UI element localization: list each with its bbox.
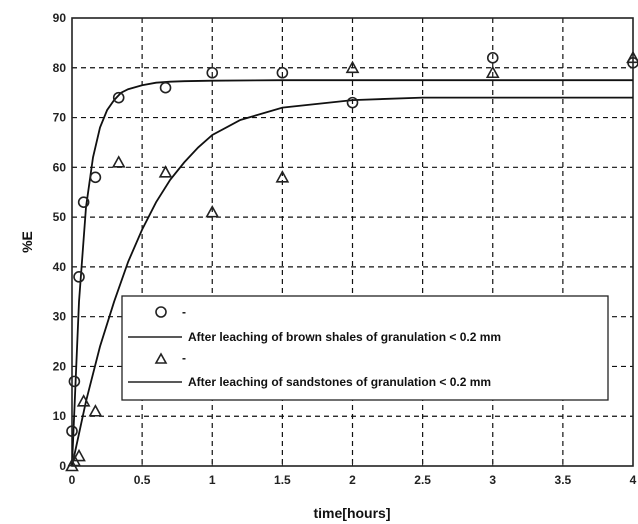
y-tick-label: 30 <box>53 310 67 324</box>
y-tick-label: 40 <box>53 260 67 274</box>
legend-box <box>121 295 609 401</box>
triangle-point <box>158 165 173 178</box>
x-tick-label: 1 <box>209 473 216 487</box>
triangle-point <box>205 204 220 218</box>
y-tick-label: 50 <box>53 210 67 224</box>
y-tick-label: 0 <box>59 459 66 473</box>
x-tick-label: 2.5 <box>414 473 431 487</box>
circle-point <box>159 81 172 94</box>
y-tick-label: 60 <box>53 160 67 174</box>
circle-point <box>486 52 499 64</box>
fit-curve-3 <box>71 96 633 467</box>
y-tick-label: 70 <box>53 111 67 125</box>
circle-point <box>66 425 78 437</box>
triangle-point <box>626 50 638 64</box>
y-tick-label: 80 <box>53 61 67 75</box>
triangle-point <box>275 170 290 183</box>
legend-entry-3: - <box>182 351 186 365</box>
triangle-point <box>76 394 91 407</box>
x-tick-label: 1.5 <box>274 473 291 487</box>
data-markers <box>65 50 638 472</box>
x-tick-label: 3.5 <box>555 473 572 487</box>
legend-triangle-marker <box>154 352 168 364</box>
y-tick-label: 90 <box>53 11 67 25</box>
legend: - After leaching of brown shales of gran… <box>121 295 609 401</box>
x-tick-label: 0 <box>69 473 76 487</box>
circle-point <box>77 196 90 208</box>
x-tick-label: 0.5 <box>134 473 151 487</box>
circle-point <box>112 91 125 104</box>
x-tick-label: 2 <box>349 473 356 487</box>
circle-point <box>206 66 219 79</box>
circle-point <box>73 271 85 283</box>
y-tick-label: 10 <box>53 409 67 423</box>
triangle-point <box>485 65 500 79</box>
circle-point <box>276 66 289 79</box>
fit-curves <box>71 79 633 467</box>
legend-circle-marker <box>155 306 167 318</box>
circle-point <box>346 96 359 109</box>
circle-point <box>89 171 102 184</box>
triangle-point <box>111 155 126 168</box>
triangle-point <box>88 404 103 417</box>
x-tick-label: 3 <box>489 473 496 487</box>
x-axis-label: time[hours] <box>314 505 391 521</box>
legend-entry-2: After leaching of brown shales of granul… <box>188 330 501 344</box>
circle-point <box>68 375 81 388</box>
x-axis-ticks: 0 0.5 1 1.5 2 2.5 3 3.5 4 <box>69 461 637 487</box>
triangle-point <box>72 448 86 462</box>
x-tick-label: 4 <box>630 473 637 487</box>
y-axis-ticks: 0 10 20 30 40 50 60 70 80 90 <box>53 11 77 473</box>
y-tick-label: 20 <box>53 359 67 373</box>
legend-entry-1: - <box>182 305 186 319</box>
legend-entry-4: After leaching of sandstones of granulat… <box>188 375 491 389</box>
y-axis-label: %E <box>19 231 35 253</box>
fit-curve-2 <box>71 79 633 467</box>
triangle-point <box>345 60 360 74</box>
